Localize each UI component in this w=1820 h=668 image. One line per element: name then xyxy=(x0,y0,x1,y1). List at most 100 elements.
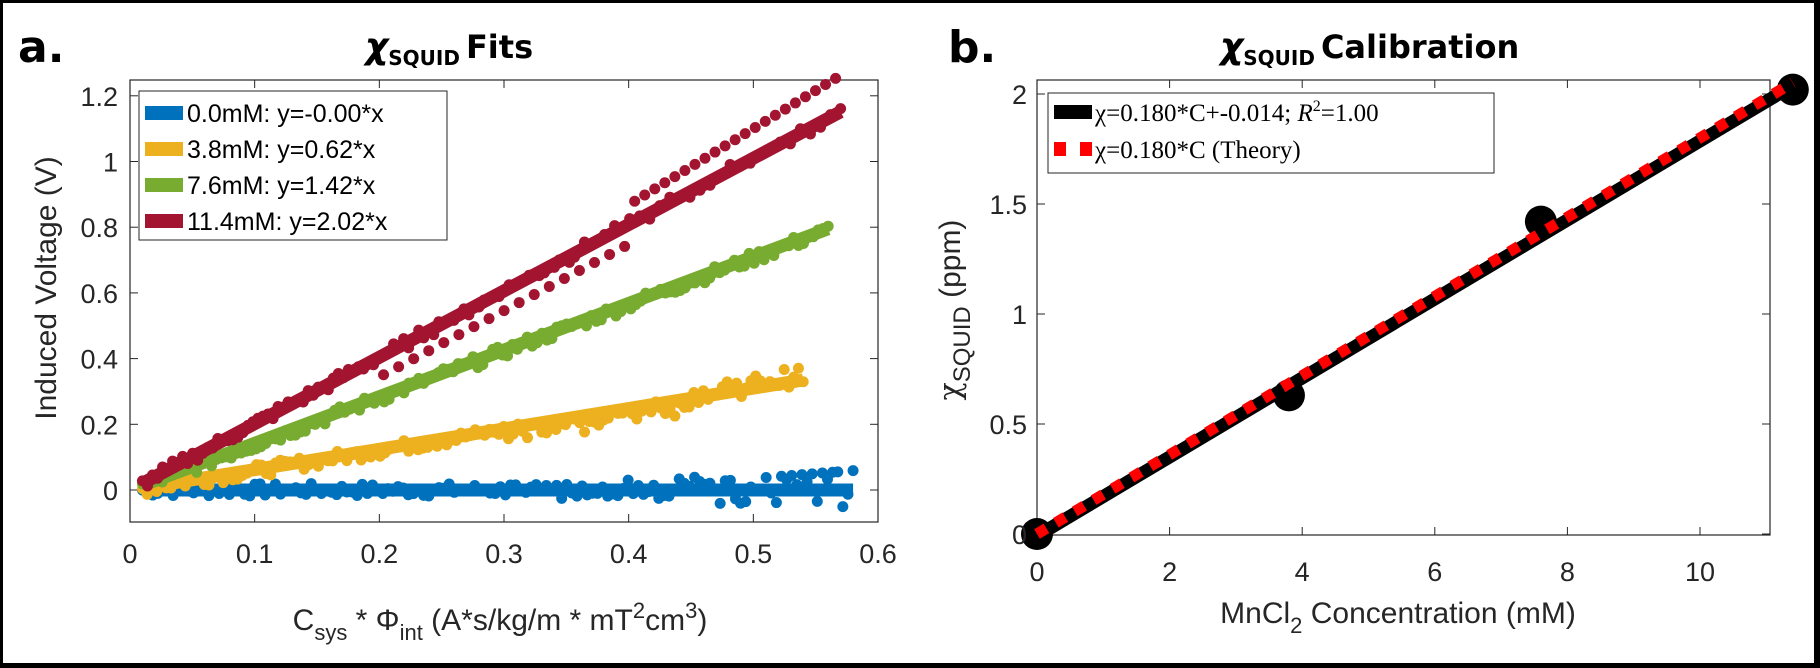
scatter-point xyxy=(770,497,782,509)
scatter-point xyxy=(659,177,671,189)
xtick-label: 8 xyxy=(1560,557,1575,587)
panel-b-xtick-labels: 0 2 4 6 8 10 xyxy=(1029,557,1715,587)
xtick-label: 0.4 xyxy=(610,539,648,569)
title-subscript: SQUID xyxy=(1243,46,1315,70)
scatter-point xyxy=(811,495,823,507)
legend-fit-sup: 2 xyxy=(1313,98,1321,115)
legend-swatch-fit xyxy=(1054,105,1092,119)
ytick-label: 0.2 xyxy=(80,410,118,440)
ytick-label: 0.6 xyxy=(80,279,118,309)
ytick-label: 2 xyxy=(1012,80,1027,110)
panel-a-ticks xyxy=(129,80,879,522)
title-chi-symbol: χ xyxy=(363,26,390,67)
title-chi-symbol: χ xyxy=(1218,26,1245,67)
scatter-point xyxy=(483,313,495,325)
scatter-point xyxy=(423,345,435,357)
legend-entry: 0.0mM: y=-0.00*x xyxy=(187,100,384,128)
panel-a-label: a. xyxy=(18,22,64,73)
legend-swatch xyxy=(145,142,183,156)
xtick-label: 0.2 xyxy=(361,539,399,569)
legend-entry: 3.8mM: y=0.62*x xyxy=(187,136,376,164)
scatter-point xyxy=(393,361,405,373)
scatter-point xyxy=(830,72,842,84)
legend-entry: 11.4mM: y=2.02*x xyxy=(187,208,388,236)
panel-a-xlabel: Csys * Φint (A*s/kg/m * mT2cm3) xyxy=(293,598,708,645)
ytick-label: 0 xyxy=(103,476,118,506)
scatter-point xyxy=(799,91,811,103)
panel-b-plot-area xyxy=(1021,73,1809,550)
ytick-label: 1 xyxy=(1012,300,1027,330)
scatter-point xyxy=(689,158,701,170)
scatter-point xyxy=(669,410,681,422)
fit-line xyxy=(140,222,831,492)
title-subscript: SQUID xyxy=(388,46,460,70)
scatter-point xyxy=(513,297,525,309)
ytick-label: 0.5 xyxy=(989,410,1027,440)
legend-swatch xyxy=(145,178,183,192)
scatter-point xyxy=(438,337,450,349)
scatter-point xyxy=(588,256,600,268)
scatter-point xyxy=(528,289,540,301)
scatter-point xyxy=(579,426,591,438)
legend-swatch xyxy=(145,106,183,120)
scatter-point xyxy=(699,152,711,164)
xtick-label: 6 xyxy=(1427,557,1442,587)
scatter-point xyxy=(604,248,616,260)
panel-b-ytick-labels: 0 0.5 1 1.5 2 xyxy=(989,80,1027,550)
scatter-point xyxy=(789,97,801,109)
series-1 xyxy=(136,362,809,500)
series-2 xyxy=(136,220,834,492)
panel-b-ticks xyxy=(1036,80,1770,535)
scatter-point xyxy=(806,468,818,480)
legend-swatch-theory xyxy=(1080,142,1092,156)
panel-b-title: χSQUID Calibration xyxy=(1218,26,1519,70)
xtick-label: 4 xyxy=(1295,557,1310,587)
scatter-point xyxy=(679,164,691,176)
title-text: Fits xyxy=(466,28,533,66)
scatter-point xyxy=(498,305,510,317)
scatter-point xyxy=(622,474,634,486)
legend-entry-theory: χ=0.180*C (Theory) xyxy=(1094,137,1301,164)
scatter-point xyxy=(521,432,533,444)
legend-fit-prefix: χ=0.180*C+-0.014; xyxy=(1094,100,1298,127)
scatter-point xyxy=(749,121,761,133)
fit-line xyxy=(139,106,844,490)
legend-fit-r: R xyxy=(1297,100,1313,127)
scatter-point xyxy=(719,140,731,152)
scatter-point xyxy=(820,79,832,91)
panel-a-ytick-labels: 0 0.2 0.4 0.6 0.8 1 1.2 xyxy=(80,82,118,506)
scatter-point xyxy=(714,497,726,509)
scatter-point xyxy=(786,469,798,481)
legend-box xyxy=(138,90,448,241)
scatter-point xyxy=(619,240,631,252)
scatter-point xyxy=(724,474,736,486)
fit-line xyxy=(141,373,805,495)
ytick-label: 1 xyxy=(103,148,118,178)
panel-b-xlabel: MnCl2 Concentration (mM) xyxy=(1220,597,1576,638)
scatter-point xyxy=(378,369,390,381)
scatter-point xyxy=(629,195,641,207)
ytick-label: 0.8 xyxy=(80,213,118,243)
ytick-label: 0 xyxy=(1012,520,1027,550)
scatter-point xyxy=(739,128,751,140)
scatter-point xyxy=(729,134,741,146)
scatter-point xyxy=(769,109,781,121)
scatter-point xyxy=(792,362,804,374)
panel-b-label: b. xyxy=(948,22,996,73)
scatter-point xyxy=(837,501,849,513)
panel-a-xtick-labels: 0 0.1 0.2 0.3 0.4 0.5 0.6 xyxy=(122,539,896,569)
scatter-point xyxy=(558,273,570,285)
legend-box xyxy=(1047,92,1495,174)
title-text: Calibration xyxy=(1321,28,1519,66)
scatter-point xyxy=(759,115,771,127)
xtick-label: 2 xyxy=(1162,557,1177,587)
scatter-point xyxy=(573,264,585,276)
scatter-point xyxy=(778,364,790,376)
scatter-point xyxy=(760,471,772,483)
panel-a-legend: 0.0mM: y=-0.00*x 3.8mM: y=0.62*x 7.6mM: y=… xyxy=(138,90,448,241)
legend-entry: 7.6mM: y=1.42*x xyxy=(187,172,376,200)
xtick-label: 0 xyxy=(1029,557,1044,587)
scatter-point xyxy=(649,183,661,195)
ytick-label: 0.4 xyxy=(80,345,118,375)
